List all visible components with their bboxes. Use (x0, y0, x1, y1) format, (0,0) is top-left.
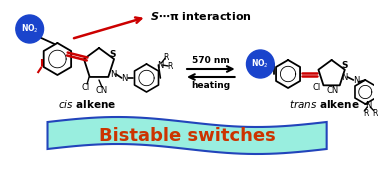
Text: $\it{cis}$ $\bf{alkene}$: $\it{cis}$ $\bf{alkene}$ (58, 98, 116, 110)
Text: heating: heating (191, 81, 231, 90)
Text: Cl: Cl (313, 82, 321, 91)
Text: N: N (110, 70, 116, 79)
Text: CN: CN (96, 85, 108, 94)
Text: R: R (363, 108, 369, 117)
Text: N: N (122, 73, 128, 82)
Text: R: R (372, 108, 378, 117)
Text: $\it{trans}$ $\bf{alkene}$: $\it{trans}$ $\bf{alkene}$ (289, 98, 360, 110)
Text: S: S (110, 50, 116, 59)
Text: N: N (365, 100, 372, 110)
Text: NO$_2$: NO$_2$ (251, 58, 269, 70)
Text: 570 nm: 570 nm (192, 56, 230, 65)
Text: N: N (157, 61, 164, 70)
Polygon shape (48, 117, 327, 154)
Circle shape (246, 50, 274, 78)
Text: NO$_2$: NO$_2$ (21, 23, 39, 35)
Text: S: S (341, 61, 348, 70)
Text: R: R (167, 62, 173, 70)
Text: CN: CN (327, 85, 339, 94)
Text: $\bfit{S}$$\bf{\cdots\pi}$ $\bf{interaction}$: $\bfit{S}$$\bf{\cdots\pi}$ $\bf{interact… (150, 10, 252, 22)
Text: N: N (353, 76, 359, 85)
Text: R: R (164, 53, 169, 62)
Text: N: N (341, 73, 348, 82)
Text: Cl: Cl (81, 82, 89, 91)
Text: Bistable switches: Bistable switches (99, 127, 276, 145)
Circle shape (16, 15, 43, 43)
